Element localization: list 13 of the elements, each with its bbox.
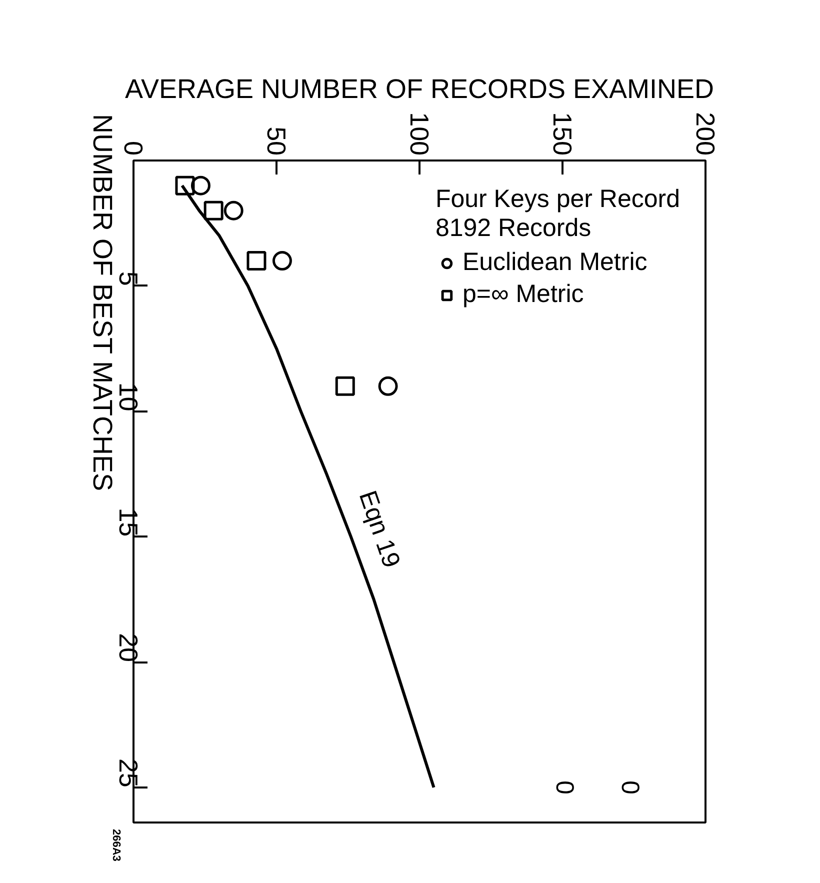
annotation: Eqn 19	[353, 487, 406, 572]
legend-title: Four Keys per Record 8192 Records	[435, 185, 680, 243]
text: 266A3	[109, 829, 123, 862]
annotation: 0	[550, 780, 578, 794]
x-axis-title: AVERAGE NUMBER OF RECORDS EXAMINED	[124, 74, 714, 104]
annotation: 0	[616, 780, 644, 794]
legend-label: Euclidean Metric	[462, 248, 648, 277]
x-tick-label: 0	[118, 141, 148, 156]
x-tick-label: 100	[404, 112, 434, 156]
x-tick-label: 200	[690, 112, 720, 156]
x-tick-label: 150	[548, 112, 578, 156]
legend-label: p=∞ Metric	[462, 280, 584, 309]
x-tick-label: 50	[262, 126, 292, 156]
